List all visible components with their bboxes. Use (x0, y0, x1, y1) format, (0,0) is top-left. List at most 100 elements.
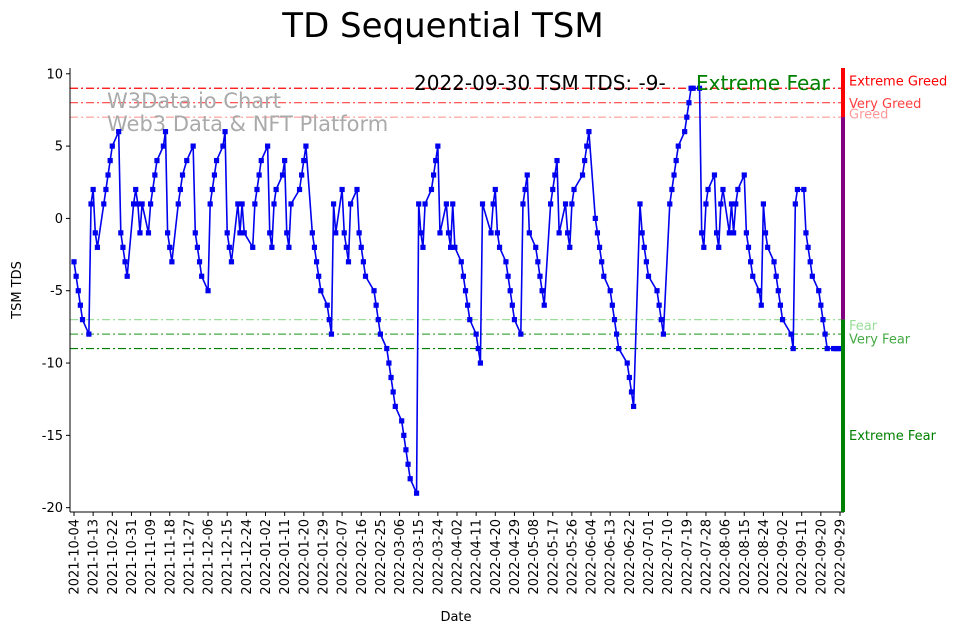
series-group (71, 85, 843, 496)
data-point (494, 230, 501, 236)
data-point (673, 157, 679, 164)
data-point (390, 389, 396, 395)
data-point (488, 230, 494, 236)
x-tick-label-26: 2022-05-26 (565, 519, 580, 595)
data-point (611, 317, 618, 323)
data-point (422, 201, 428, 207)
data-point (777, 302, 784, 308)
y-tick-label-6: -20 (42, 501, 63, 516)
x-tick-label-40: 2022-09-29 (834, 519, 849, 595)
data-point (658, 317, 664, 323)
data-point (503, 259, 509, 265)
data-point (818, 302, 824, 308)
x-tick-label-24: 2022-05-08 (527, 519, 542, 595)
data-point (90, 186, 96, 193)
data-point (428, 186, 435, 193)
data-point (371, 288, 377, 294)
data-point (256, 172, 262, 178)
data-point (639, 230, 645, 236)
data-point (596, 244, 603, 250)
data-point (750, 273, 756, 279)
data-point (279, 172, 286, 178)
data-point (554, 157, 560, 164)
level-label-5: Extreme Fear (849, 429, 937, 444)
data-point (118, 230, 124, 236)
data-point (537, 273, 543, 279)
data-point (656, 302, 662, 308)
data-point (196, 259, 203, 265)
data-point (645, 273, 652, 279)
x-tick-label-16: 2022-02-25 (374, 519, 389, 595)
data-point (258, 157, 264, 164)
data-point (288, 201, 294, 207)
y-tick-label-4: -10 (42, 357, 63, 372)
y-tick-label-3: -5 (50, 284, 63, 299)
data-point (616, 345, 622, 352)
data-point (705, 186, 711, 193)
data-point (775, 288, 781, 294)
data-point (330, 201, 337, 207)
data-point (160, 143, 166, 149)
data-point (103, 186, 109, 193)
data-point (758, 302, 764, 308)
data-point (324, 302, 330, 308)
x-tick-label-28: 2022-06-13 (604, 519, 619, 595)
data-point (533, 244, 539, 250)
data-point (548, 201, 554, 207)
data-point (318, 288, 324, 294)
data-point (286, 244, 292, 250)
data-point (788, 331, 794, 337)
data-point (445, 230, 452, 236)
data-point (437, 230, 443, 236)
data-point (175, 201, 181, 207)
data-point (433, 157, 439, 164)
data-point (492, 186, 498, 193)
data-point (403, 447, 409, 453)
level-label-2: Greed (849, 108, 888, 123)
y-tick-label-5: -15 (42, 429, 63, 444)
data-point (765, 244, 771, 250)
data-point (599, 259, 605, 265)
data-point (586, 129, 592, 135)
x-tick-label-4: 2021-11-09 (144, 519, 159, 595)
x-tick-label-10: 2022-01-02 (259, 519, 274, 595)
data-point (71, 259, 77, 265)
data-point (541, 302, 547, 308)
x-tick-label-13: 2022-01-29 (316, 519, 331, 595)
data-point (137, 230, 143, 236)
data-point (122, 259, 128, 265)
data-point (373, 302, 379, 308)
data-point (628, 389, 635, 395)
data-point (669, 186, 675, 193)
data-point (505, 273, 511, 279)
data-point (579, 172, 586, 178)
data-point (360, 259, 366, 265)
data-point (526, 230, 532, 236)
data-point (569, 201, 575, 207)
data-point (194, 244, 201, 250)
data-point (745, 244, 752, 250)
x-ticks: 2021-10-04 2021-10-13 2021-10-22 2021-10-31… (68, 512, 849, 595)
data-point (420, 244, 426, 250)
level-label-3: Fear (849, 319, 878, 334)
data-point (226, 244, 232, 250)
x-tick-label-8: 2021-12-15 (221, 519, 236, 595)
data-point (535, 259, 541, 265)
data-point (377, 331, 383, 337)
y-tick-label-1: 5 (55, 140, 63, 155)
data-point (703, 201, 709, 207)
data-point (460, 273, 466, 279)
data-point (552, 172, 558, 178)
data-point (348, 201, 354, 207)
data-point (837, 345, 843, 352)
x-tick-label-30: 2022-07-01 (642, 519, 657, 595)
data-point (735, 186, 741, 193)
data-point (760, 201, 766, 207)
data-point (626, 374, 632, 381)
x-tick-label-35: 2022-08-15 (738, 519, 753, 595)
data-point (333, 230, 339, 236)
data-point (458, 259, 464, 265)
data-point (684, 114, 690, 120)
data-point (345, 259, 352, 265)
